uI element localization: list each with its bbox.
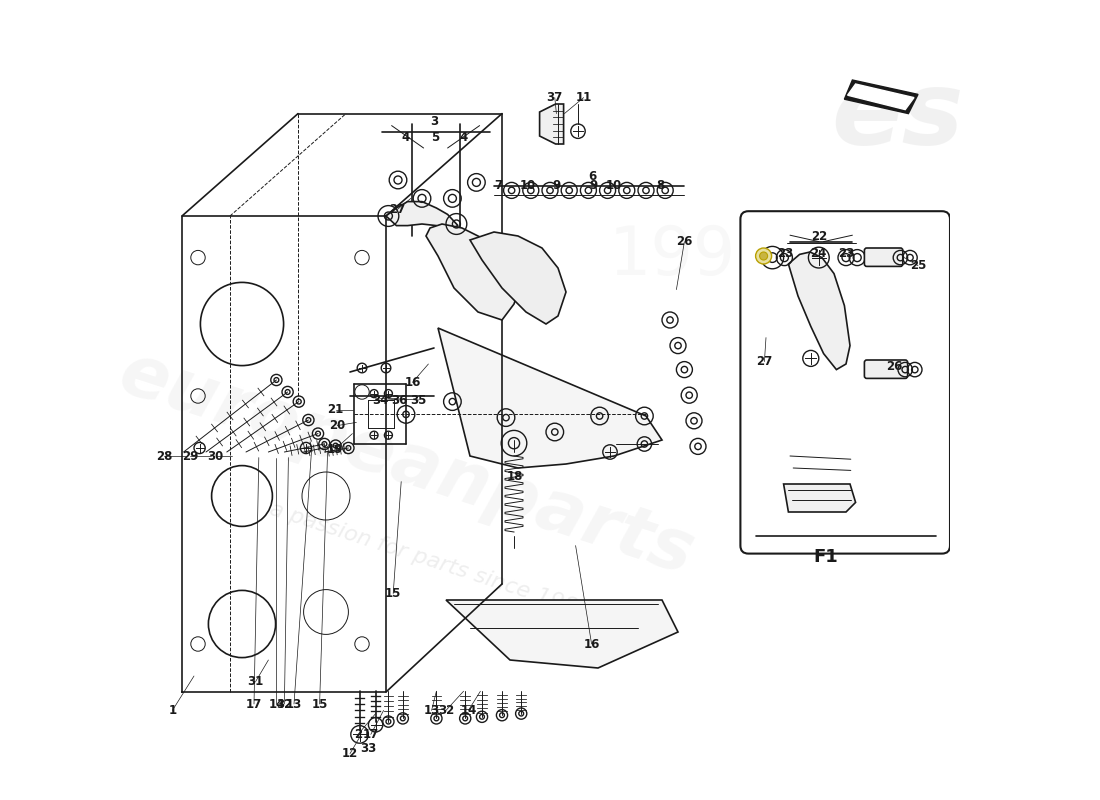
Polygon shape bbox=[438, 328, 662, 468]
Text: 16: 16 bbox=[404, 376, 420, 389]
Polygon shape bbox=[470, 232, 566, 324]
Text: 18: 18 bbox=[507, 470, 522, 482]
Text: 34: 34 bbox=[372, 394, 388, 406]
Text: 4: 4 bbox=[402, 131, 410, 144]
FancyBboxPatch shape bbox=[865, 248, 903, 266]
Text: 7: 7 bbox=[494, 179, 502, 192]
Text: 21: 21 bbox=[328, 403, 343, 416]
Text: 10: 10 bbox=[606, 179, 623, 192]
Text: 15: 15 bbox=[311, 698, 328, 710]
FancyBboxPatch shape bbox=[740, 211, 950, 554]
Text: 32: 32 bbox=[438, 704, 454, 717]
Text: 1995: 1995 bbox=[609, 223, 779, 289]
Text: 32: 32 bbox=[276, 698, 293, 710]
Text: 6: 6 bbox=[588, 170, 596, 182]
Text: F1: F1 bbox=[814, 548, 838, 566]
Polygon shape bbox=[386, 202, 458, 230]
Text: 12: 12 bbox=[342, 747, 359, 760]
Text: 30: 30 bbox=[208, 450, 223, 462]
Text: 4: 4 bbox=[460, 131, 467, 144]
Text: 13: 13 bbox=[424, 704, 440, 717]
Text: 5: 5 bbox=[431, 131, 439, 144]
Text: 13: 13 bbox=[286, 698, 302, 710]
Text: 14: 14 bbox=[460, 704, 476, 717]
FancyBboxPatch shape bbox=[865, 360, 907, 378]
Text: 17: 17 bbox=[246, 698, 262, 710]
Text: 25: 25 bbox=[910, 259, 926, 272]
Text: 17: 17 bbox=[363, 728, 378, 741]
Text: 20: 20 bbox=[329, 419, 345, 432]
Text: 9: 9 bbox=[552, 179, 561, 192]
Text: 16: 16 bbox=[583, 638, 600, 650]
Text: 8: 8 bbox=[657, 179, 664, 192]
Text: 27: 27 bbox=[757, 355, 772, 368]
Polygon shape bbox=[789, 252, 850, 370]
Text: europeanparts: europeanparts bbox=[110, 338, 702, 590]
Text: 36: 36 bbox=[392, 394, 408, 406]
Text: 37: 37 bbox=[547, 91, 563, 104]
Text: 29: 29 bbox=[182, 450, 198, 462]
Text: 10: 10 bbox=[519, 179, 536, 192]
Polygon shape bbox=[783, 484, 856, 512]
Text: 23: 23 bbox=[777, 247, 793, 260]
Polygon shape bbox=[848, 84, 914, 110]
Text: 35: 35 bbox=[410, 394, 427, 406]
Text: 11: 11 bbox=[575, 91, 592, 104]
Text: 2: 2 bbox=[354, 728, 362, 741]
Text: 1: 1 bbox=[168, 704, 176, 717]
Text: 24: 24 bbox=[811, 247, 827, 260]
Text: 27: 27 bbox=[389, 203, 405, 216]
Text: 31: 31 bbox=[248, 675, 264, 688]
Polygon shape bbox=[540, 104, 563, 144]
Circle shape bbox=[756, 248, 771, 264]
Text: 9: 9 bbox=[590, 179, 597, 192]
Text: 23: 23 bbox=[838, 247, 854, 260]
Text: a passion for parts since 1985: a passion for parts since 1985 bbox=[267, 498, 593, 622]
Text: 15: 15 bbox=[385, 587, 402, 600]
Text: 3: 3 bbox=[430, 115, 438, 128]
Text: 14: 14 bbox=[268, 698, 285, 710]
Text: 26: 26 bbox=[676, 235, 693, 248]
Polygon shape bbox=[426, 224, 522, 320]
Text: 22: 22 bbox=[811, 230, 827, 243]
Text: 19: 19 bbox=[327, 443, 343, 456]
Text: es: es bbox=[832, 66, 965, 166]
Polygon shape bbox=[845, 80, 918, 114]
Text: 26: 26 bbox=[886, 360, 902, 373]
Polygon shape bbox=[446, 600, 678, 668]
Text: 28: 28 bbox=[156, 450, 173, 462]
Text: 33: 33 bbox=[361, 742, 376, 754]
Circle shape bbox=[760, 252, 768, 260]
